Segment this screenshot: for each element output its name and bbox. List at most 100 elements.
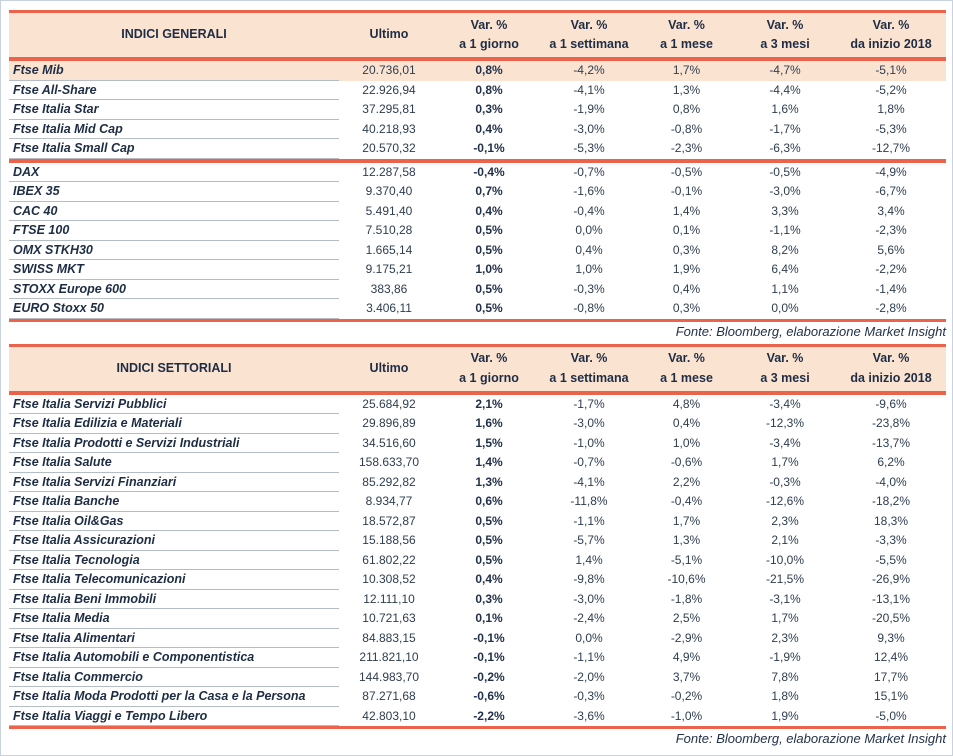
table-row: Ftse Italia Moda Prodotti per la Casa e … <box>9 687 946 707</box>
var-label: Var. % <box>872 17 910 32</box>
var-ytd-cell: -26,9% <box>871 572 911 586</box>
var-3months-cell: -12,6% <box>765 494 805 508</box>
var-1day-cell: 1,4% <box>475 455 503 469</box>
column-header-var-1week: Var. % a 1 settimana <box>539 347 639 391</box>
var-1day-cell: 0,5% <box>475 281 503 296</box>
var-1week-cell: 1,4% <box>575 552 603 567</box>
var-1month-cell: -0,1% <box>670 184 703 198</box>
var-ytd-cell: -5,5% <box>875 552 907 567</box>
table-row: Ftse Italia Beni Immobili 12.111,10 0,3% -3… <box>9 589 946 609</box>
ultimo-cell: 40.218,93 <box>362 121 416 136</box>
var-1month-cell: -0,2% <box>670 689 703 703</box>
index-name-cell: Ftse Italia Servizi Pubblici <box>9 395 339 414</box>
var-1week-cell: -1,1% <box>573 650 605 664</box>
period-label: a 1 giorno <box>459 370 519 385</box>
var-ytd-cell: 17,7% <box>873 669 909 684</box>
var-ytd-cell: 3,4% <box>877 203 905 218</box>
var-1day-cell: 0,5% <box>475 533 503 547</box>
column-header-var-3months: Var. % a 3 mesi <box>734 347 836 391</box>
var-3months-cell: -6,3% <box>769 141 801 155</box>
index-name-cell: Ftse Italia Edilizia e Materiali <box>9 414 339 434</box>
ultimo-cell: 10.721,63 <box>362 611 416 625</box>
var-ytd-cell: 1,8% <box>877 102 905 116</box>
var-1day-cell: 1,3% <box>475 474 503 489</box>
var-1month-cell: 1,3% <box>672 82 701 97</box>
var-1day-cell: 1,6% <box>475 416 503 430</box>
column-header-var-1day: Var. % a 1 giorno <box>439 347 539 391</box>
index-name-cell: Ftse Italia Assicurazioni <box>9 531 339 551</box>
ultimo-cell: 10.308,52 <box>362 572 416 586</box>
table-body: Ftse Mib 20.736,01 0,8% -4,2% 1,7% -4,7% -5,1%… <box>9 61 946 319</box>
var-1month-cell: 4,8% <box>672 396 701 411</box>
ultimo-cell: 211.821,10 <box>359 650 419 664</box>
source-note: Fonte: Bloomberg, elaborazione Market In… <box>675 323 946 339</box>
var-1week-cell: -1,7% <box>573 396 605 411</box>
var-ytd-cell: -2,2% <box>875 262 907 276</box>
var-1month-cell: 0,3% <box>672 301 701 315</box>
indici-generali-table: INDICI GENERALI Ultimo Var. % a 1 giorno… <box>9 10 946 340</box>
period-label: a 1 settimana <box>549 370 629 385</box>
var-ytd-cell: -2,8% <box>875 301 907 315</box>
table-row: Ftse Italia Media 10.721,63 0,1% -2,4% 2,5% 1… <box>9 609 946 629</box>
index-name-cell: Ftse Italia Alimentari <box>9 629 339 648</box>
var-1day-cell: 1,5% <box>475 435 503 450</box>
table-row: SWISS MKT 9.175,21 1,0% 1,0% 1,9% 6,4% -2,2% <box>9 260 946 280</box>
var-1week-cell: -5,7% <box>573 533 605 547</box>
ultimo-cell: 3.406,11 <box>366 301 412 315</box>
var-3months-cell: -1,9% <box>769 650 801 664</box>
index-name-cell: Ftse Italia Banche <box>9 492 339 512</box>
table-row: FTSE 100 7.510,28 0,5% 0,0% 0,1% -1,1% -2,3% <box>9 221 946 241</box>
var-3months-cell: -3,4% <box>769 435 801 450</box>
column-header-var-ytd: Var. % da inizio 2018 <box>836 347 946 391</box>
var-3months-cell: 1,6% <box>771 102 799 116</box>
index-name-cell: Ftse All-Share <box>9 81 339 100</box>
var-1week-cell: -0,4% <box>573 203 605 218</box>
table-row: Ftse Italia Telecomunicazioni 10.308,52 0,… <box>9 570 946 590</box>
var-1month-cell: 3,7% <box>672 669 701 684</box>
index-name-cell: Ftse Italia Commercio <box>9 668 339 687</box>
var-3months-cell: 1,8% <box>771 689 799 703</box>
var-3months-cell: 1,7% <box>771 611 799 625</box>
var-1week-cell: -0,7% <box>573 164 605 179</box>
index-name-cell: Ftse Italia Servizi Finanziari <box>9 473 339 492</box>
table-row: Ftse Italia Oil&Gas 18.572,87 0,5% -1,1% 1,7… <box>9 511 946 531</box>
table-row: Ftse Italia Banche 8.934,77 0,6% -11,8% -0,4… <box>9 492 946 512</box>
column-header-var-1month: Var. % a 1 mese <box>639 347 734 391</box>
var-3months-cell: -4,4% <box>769 82 801 97</box>
header-separator <box>9 57 946 61</box>
var-1week-cell: -4,2% <box>573 63 605 77</box>
column-header-var-1month: Var. % a 1 mese <box>639 13 734 57</box>
ultimo-cell: 37.295,81 <box>362 102 416 116</box>
table-body: Ftse Italia Servizi Pubblici 25.684,92 2,1… <box>9 394 946 726</box>
table-top-rule <box>9 343 946 347</box>
var-1day-cell: 0,4% <box>475 572 503 586</box>
var-3months-cell: 8,2% <box>771 242 799 257</box>
var-1day-cell: -0,1% <box>473 141 505 155</box>
var-1day-cell: 2,1% <box>475 396 503 411</box>
var-1week-cell: -0,8% <box>573 301 605 315</box>
var-1week-cell: -4,1% <box>573 474 605 489</box>
group-separator <box>9 158 946 163</box>
ultimo-cell: 158.633,70 <box>358 455 420 469</box>
var-ytd-cell: 18,3% <box>873 513 909 528</box>
var-3months-cell: 2,1% <box>771 533 799 547</box>
index-name-cell: Ftse Italia Salute <box>9 453 339 473</box>
var-1month-cell: -0,6% <box>670 455 703 469</box>
var-3months-cell: -3,0% <box>769 184 801 198</box>
var-1day-cell: -2,2% <box>473 708 505 723</box>
var-3months-cell: -0,3% <box>769 474 801 489</box>
ultimo-cell: 9.175,21 <box>365 262 413 276</box>
var-1week-cell: -2,4% <box>573 611 605 625</box>
var-1day-cell: 0,3% <box>475 102 503 116</box>
table-row: Ftse Italia Mid Cap 40.218,93 0,4% -3,0% -0,… <box>9 119 946 139</box>
var-3months-cell: 2,3% <box>771 513 799 528</box>
var-ytd-cell: 9,3% <box>877 630 905 645</box>
index-name-cell: OMX STKH30 <box>9 241 339 260</box>
var-1month-cell: 1,7% <box>672 513 701 528</box>
index-name-cell: Ftse Italia Small Cap <box>9 139 339 159</box>
var-1month-cell: -1,0% <box>670 708 703 723</box>
var-1week-cell: -5,3% <box>573 141 605 155</box>
var-1month-cell: -5,1% <box>670 552 703 567</box>
var-label: Var. % <box>570 351 608 366</box>
